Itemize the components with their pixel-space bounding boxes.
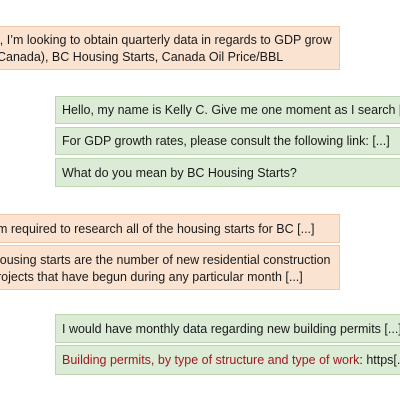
message-text: Hello, my name is Kelly C. Give me one m…	[62, 103, 400, 117]
agent-message-1: Hello, my name is Kelly C. Give me one m…	[55, 96, 400, 124]
agent-message-3: What do you mean by BC Housing Starts?	[55, 158, 400, 187]
building-permits-link[interactable]: Building permits, by type of structure a…	[62, 353, 359, 367]
user-message-3: lousing starts are the number of new res…	[0, 245, 340, 290]
message-line: i, I’m looking to obtain quarterly data …	[0, 32, 339, 49]
message-text: What do you mean by BC Housing Starts?	[62, 166, 297, 180]
link-url-suffix: : https[...]	[359, 353, 400, 367]
agent-message-2: For GDP growth rates, please consult the…	[55, 127, 400, 155]
message-text: I would have monthly data regarding new …	[62, 322, 400, 336]
agent-message-4: I would have monthly data regarding new …	[55, 314, 400, 343]
message-line: rojects that have begun during any parti…	[0, 269, 339, 286]
message-line: m required to research all of the housin…	[0, 221, 339, 238]
message-line: lousing starts are the number of new res…	[0, 252, 339, 269]
message-text: For GDP growth rates, please consult the…	[62, 134, 390, 148]
user-message-1: i, I’m looking to obtain quarterly data …	[0, 26, 340, 70]
agent-message-5: Building permits, by type of structure a…	[55, 345, 400, 375]
user-message-2: m required to research all of the housin…	[0, 214, 340, 243]
message-line: Canada), BC Housing Starts, Canada Oil P…	[0, 49, 339, 66]
